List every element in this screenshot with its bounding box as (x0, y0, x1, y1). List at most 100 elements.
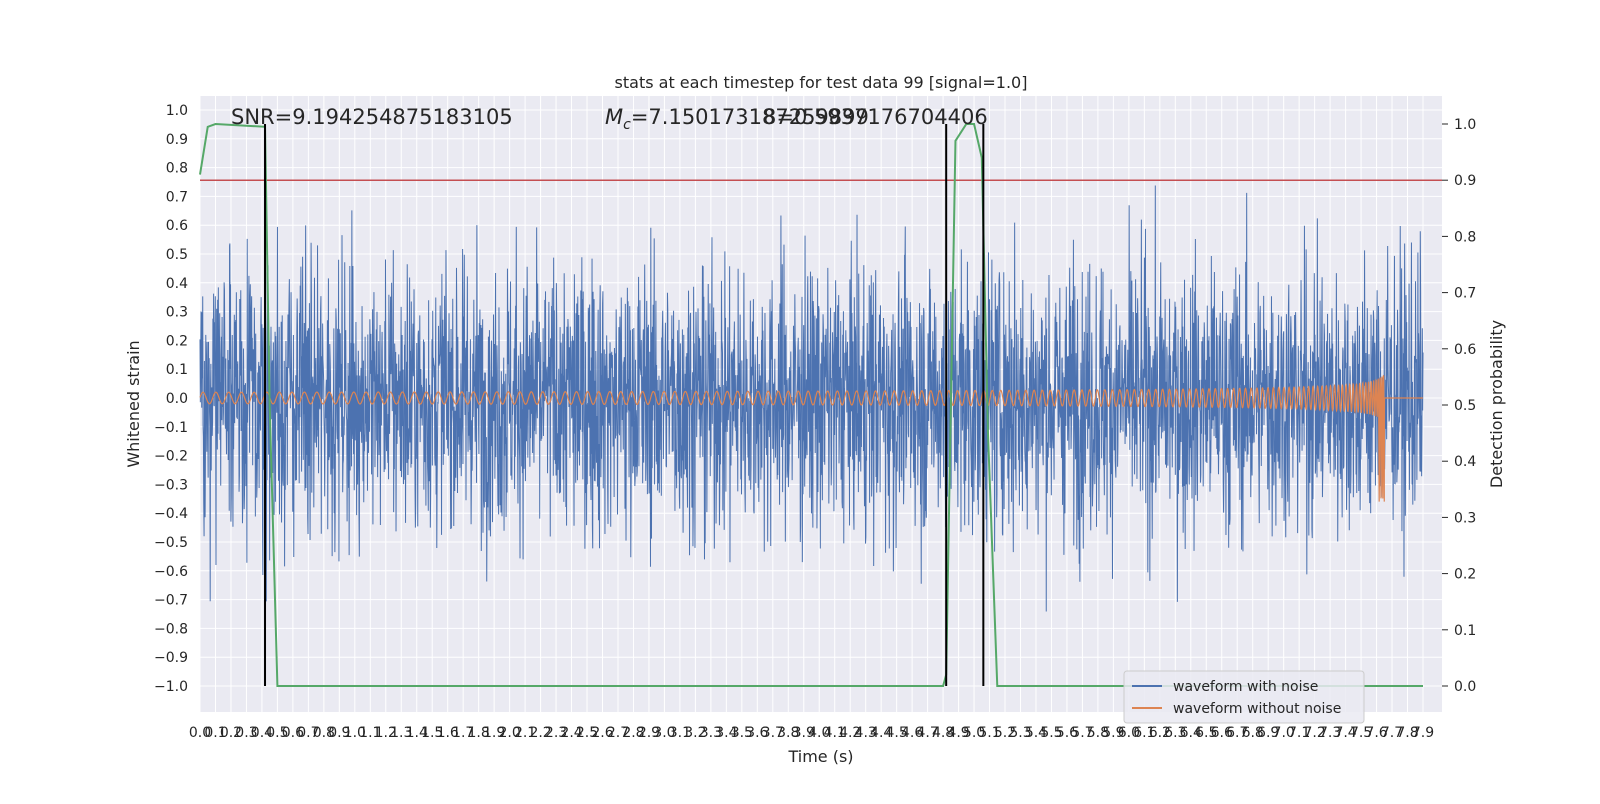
x-tick-label: 2.0 (498, 725, 520, 741)
y-axis-label-right: Detection probability (1487, 320, 1506, 488)
y-tick-label: −0.6 (154, 564, 188, 580)
mc-subscript: c (623, 117, 631, 133)
y-tick-label: −0.8 (154, 621, 188, 637)
mc-value: =7.150173187259899 (631, 105, 869, 129)
overlap-annotation: 8=0.5937176704406 (763, 105, 988, 129)
y-tick-label: 0.8 (166, 161, 188, 177)
series-noise-line (199, 185, 1424, 612)
x-tick-label: 4.3 (855, 725, 877, 741)
x-tick-label: 0.5 (266, 725, 288, 741)
right-tick-label: 0.4 (1454, 454, 1476, 470)
x-tick-label: 0.9 (328, 725, 350, 741)
y-tick-label: −0.4 (154, 506, 188, 522)
marks (199, 122, 1442, 687)
mc-symbol: M (605, 105, 623, 129)
right-tick-label: 0.2 (1454, 567, 1476, 583)
x-tick-label: 1.0 (344, 725, 366, 741)
ticks: 0.00.10.20.30.40.50.60.70.80.91.01.11.21… (154, 103, 1476, 741)
x-tick-label: 6.7 (1226, 725, 1248, 741)
x-tick-label: 7.4 (1334, 725, 1356, 741)
x-tick-label: 1.3 (390, 725, 412, 741)
snr-annotation: SNR=9.194254875183105 (231, 105, 513, 129)
x-tick-label: 2.9 (638, 725, 660, 741)
x-tick-label: 1.1 (359, 725, 381, 741)
y-tick-label: 0.1 (166, 362, 188, 378)
x-tick-label: 3.6 (746, 725, 768, 741)
y-tick-label: −0.5 (154, 535, 188, 551)
series-clean-line (199, 374, 1423, 502)
x-tick-label: 4.9 (947, 725, 969, 741)
x-tick-label: 3.2 (684, 725, 706, 741)
x-tick-label: 3.3 (700, 725, 722, 741)
x-tick-label: 6.0 (1118, 725, 1140, 741)
right-tick-label: 0.3 (1454, 510, 1476, 526)
right-tick-label: 1.0 (1454, 117, 1476, 133)
x-tick-label: 2.4 (560, 725, 582, 741)
x-tick-label: 7.1 (1288, 725, 1310, 741)
x-tick-label: 4.2 (839, 725, 861, 741)
x-tick-label: 7.7 (1381, 725, 1403, 741)
right-tick-label: 0.8 (1454, 229, 1476, 245)
x-tick-label: 4.1 (824, 725, 846, 741)
x-tick-label: 6.9 (1257, 725, 1279, 741)
x-tick-label: 5.3 (1009, 725, 1031, 741)
x-tick-label: 7.3 (1319, 725, 1341, 741)
y-tick-label: 1.0 (166, 103, 188, 119)
x-tick-label: 2.8 (622, 725, 644, 741)
x-tick-label: 6.3 (1164, 725, 1186, 741)
x-tick-label: 6.2 (1149, 725, 1171, 741)
x-tick-label: 6.8 (1242, 725, 1264, 741)
y-tick-label: 0.9 (166, 132, 188, 148)
x-tick-label: 7.5 (1350, 725, 1372, 741)
x-tick-label: 6.4 (1180, 725, 1202, 741)
x-tick-label: 6.5 (1195, 725, 1217, 741)
x-tick-label: 0.6 (282, 725, 304, 741)
x-tick-label: 2.6 (591, 725, 613, 741)
legend-box (1123, 670, 1365, 724)
x-tick-label: 3.8 (777, 725, 799, 741)
y-tick-label: 0.2 (166, 333, 188, 349)
y-tick-label: −1.0 (154, 679, 188, 695)
x-tick-label: 7.6 (1365, 725, 1387, 741)
x-tick-label: 3.1 (669, 725, 691, 741)
x-tick-label: 4.7 (916, 725, 938, 741)
right-tick-label: 0.7 (1454, 286, 1476, 302)
x-tick-label: 4.5 (886, 725, 908, 741)
x-tick-label: 0.2 (220, 725, 242, 741)
x-tick-label: 3.4 (715, 725, 737, 741)
x-tick-label: 0.8 (313, 725, 335, 741)
legend-label-clean: waveform without noise (1173, 701, 1341, 717)
x-tick-label: 0.0 (189, 725, 211, 741)
x-tick-label: 4.0 (808, 725, 830, 741)
right-tick-label: 0.9 (1454, 173, 1476, 189)
y-tick-label: 0.4 (166, 276, 188, 292)
y-tick-label: −0.2 (154, 449, 188, 465)
x-tick-label: 5.8 (1087, 725, 1109, 741)
x-tick-label: 5.4 (1025, 725, 1047, 741)
chart-title: stats at each timestep for test data 99 … (615, 73, 1028, 92)
x-tick-label: 0.7 (297, 725, 319, 741)
x-tick-label: 1.4 (406, 725, 428, 741)
x-axis-label: Time (s) (787, 747, 853, 766)
x-tick-label: 1.9 (483, 725, 505, 741)
x-tick-label: 4.8 (932, 725, 954, 741)
y-tick-label: 0.6 (166, 218, 188, 234)
y-tick-label: 0.3 (166, 305, 188, 321)
x-tick-label: 5.6 (1056, 725, 1078, 741)
legend-label-noise: waveform with noise (1173, 679, 1318, 695)
x-tick-label: 5.9 (1102, 725, 1124, 741)
y-tick-label: −0.9 (154, 650, 188, 666)
right-tick-label: 0.0 (1454, 679, 1476, 695)
x-tick-label: 3.5 (731, 725, 753, 741)
x-tick-label: 1.2 (375, 725, 397, 741)
right-tick-label: 0.6 (1454, 342, 1476, 358)
x-tick-label: 5.2 (994, 725, 1016, 741)
x-tick-label: 6.1 (1133, 725, 1155, 741)
x-tick-label: 1.8 (468, 725, 490, 741)
x-tick-label: 2.3 (545, 725, 567, 741)
x-tick-label: 7.0 (1273, 725, 1295, 741)
y-axis-label: Whitened strain (124, 340, 143, 467)
mc-annotation: Mc=7.150173187259899 (605, 105, 869, 133)
